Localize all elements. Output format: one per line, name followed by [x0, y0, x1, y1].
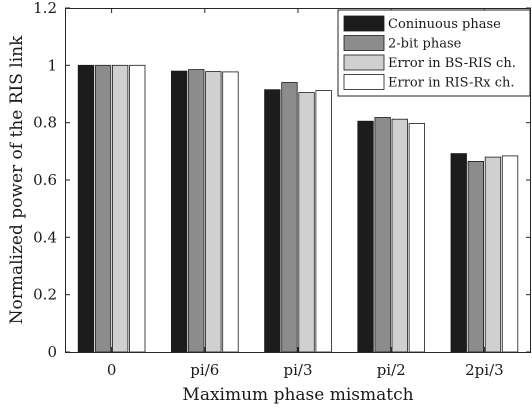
bar-series-0-cat-3 — [357, 120, 374, 353]
x-tick-label: 0 — [107, 361, 117, 379]
bar-series-1-cat-0 — [94, 64, 112, 353]
legend-swatch-3 — [343, 74, 385, 90]
y-tick-label: 0.4 — [33, 228, 57, 246]
y-tick-label: 0.2 — [33, 286, 57, 304]
bar-series-0-cat-4 — [450, 153, 467, 353]
y-tick-label: 0 — [47, 343, 57, 361]
legend-swatch-1 — [343, 35, 385, 51]
ticks-layer: 0 0.2 0.4 0.6 0.8 1 1.2 0 pi/6 pi/3 pi/2 2pi/3 — [33, 0, 531, 379]
bar-series-3-cat-2 — [315, 90, 332, 353]
legend-label-1: 2-bit phase — [388, 37, 462, 52]
bar-series-3-cat-1 — [222, 71, 239, 353]
x-tick-label: pi/3 — [284, 361, 313, 379]
bar-series-2-cat-1 — [205, 71, 222, 353]
x-tick-label: 2pi/3 — [465, 361, 504, 379]
bar-series-2-cat-3 — [391, 118, 408, 353]
x-tick-label: pi/6 — [190, 361, 219, 379]
legend-swatch-0 — [343, 15, 385, 32]
bars-layer — [77, 64, 519, 353]
legend-label-0: Coninuous phase — [388, 17, 501, 32]
bar-series-1-cat-3 — [374, 117, 391, 353]
legend-swatch-2 — [343, 54, 385, 71]
bar-series-2-cat-2 — [298, 92, 315, 353]
bar-series-1-cat-1 — [188, 69, 205, 353]
bar-series-3-cat-0 — [129, 64, 146, 353]
y-axis-label: Normalized power of the RIS link — [7, 35, 27, 324]
bar-series-0-cat-0 — [77, 64, 95, 353]
legend-label-3: Error in RIS-Rx ch. — [388, 76, 515, 91]
bar-series-3-cat-4 — [501, 155, 519, 353]
y-tick-label: 0.8 — [33, 114, 57, 132]
bar-series-3-cat-3 — [408, 123, 426, 353]
bar-series-2-cat-4 — [484, 156, 502, 353]
bar-series-1-cat-4 — [467, 160, 485, 353]
bar-series-2-cat-0 — [112, 64, 129, 353]
x-tick-label: pi/2 — [377, 361, 406, 379]
y-tick-label: 1.2 — [33, 0, 57, 17]
bar-series-0-cat-2 — [264, 89, 281, 353]
y-tick-label: 1 — [47, 56, 57, 74]
legend-label-2: Error in BS-RIS ch. — [388, 56, 516, 71]
y-tick-label: 0.6 — [33, 171, 57, 189]
legend: Coninuous phase 2-bit phase Error in BS-RI… — [337, 9, 531, 97]
bar-series-0-cat-1 — [170, 70, 188, 353]
x-axis-label: Maximum phase mismatch — [182, 385, 413, 405]
bar-series-1-cat-2 — [281, 82, 298, 353]
